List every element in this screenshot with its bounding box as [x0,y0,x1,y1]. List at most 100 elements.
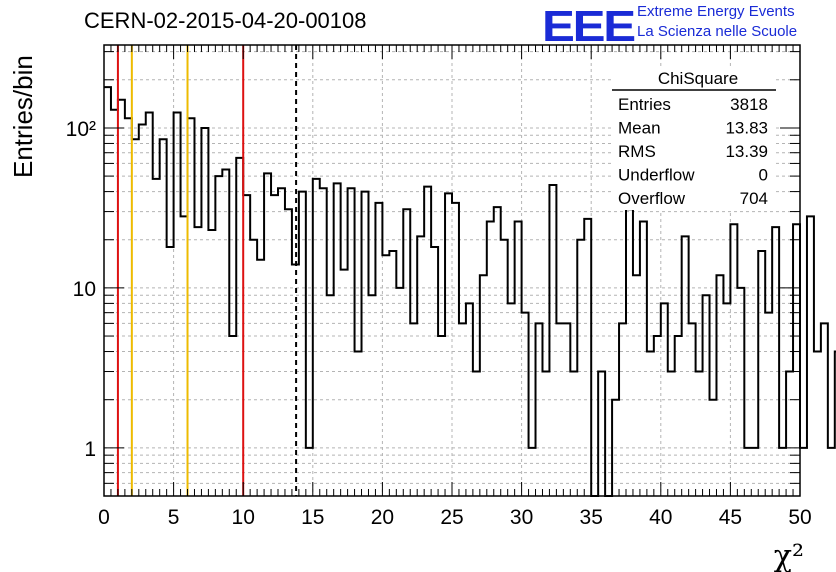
histogram-bin [208,230,215,496]
histogram-bin [800,448,807,496]
histogram-bin [236,158,243,496]
histogram-bin [633,275,640,496]
histogram-bin [682,236,689,496]
histogram-bin [118,100,125,496]
histogram-bin [132,139,139,496]
axes-layer: 0 5 10 15 20 25 30 35 40 45 50 1 10 10² [66,44,812,529]
stats-title: ChiSquare [658,69,738,88]
histogram-bin [515,222,522,496]
histogram-bin [215,176,222,496]
histogram-bin [396,288,403,496]
histogram-bin [181,216,188,496]
histogram-bin [431,247,438,496]
histogram-bin [466,303,473,496]
histogram-bin [772,227,779,496]
histogram-bin [334,183,341,496]
histogram-bin [299,192,306,496]
histogram-bin [480,275,487,496]
histogram-bin [320,188,327,496]
org-line-2: La Scienza nelle Scuole [637,23,798,40]
histogram-bin [751,448,758,496]
histogram-bin [362,192,369,496]
histogram-bin [556,323,563,496]
histogram-bin [570,372,577,496]
histogram-bin [612,400,619,496]
histogram-bin [647,352,654,496]
histogram-bin [542,372,549,496]
histogram-bin [563,323,570,496]
stats-row-label: Underflow [618,166,695,185]
histogram-bin [410,323,417,496]
histogram-bin [403,209,410,496]
histogram-bin [577,240,584,496]
x-tick-label: 10 [232,506,255,529]
histogram-bin [807,216,814,496]
y-tick-label: 10 [73,278,96,301]
histogram-bin [710,400,717,496]
y-tick-label: 10² [66,118,96,141]
histogram-bin [146,112,153,496]
histogram-bin [661,303,668,496]
histogram-bin [779,448,786,496]
x-tick-label: 25 [440,506,463,529]
x-tick-label: 15 [301,506,324,529]
x-tick-label: 45 [719,506,742,529]
stats-row-label: RMS [618,142,656,161]
histogram-bin [689,323,696,496]
histogram-bin [341,270,348,496]
stats-row-value: 3818 [730,95,768,114]
histogram-bin [536,323,543,496]
histogram-bin [348,188,355,496]
histogram-bin [111,110,118,496]
histogram-bin [375,203,382,496]
histogram-bin [675,336,682,496]
histogram-bin [744,448,751,496]
x-tick-label: 20 [371,506,394,529]
histogram-bin [445,193,452,496]
histogram-bin [285,209,292,496]
histogram-bin [368,295,375,496]
stats-box: ChiSquare Entries 3818 Mean 13.83 RMS 13.39 Und… [612,66,776,210]
x-tick-label: 5 [168,506,180,529]
org-line-1: Extreme Energy Events [637,3,795,20]
histogram-bin [723,303,730,496]
histogram-bin [229,336,236,496]
histogram-bin [487,222,494,496]
histogram-bin [201,128,208,496]
histogram-bin [278,188,285,496]
histogram-bin [139,125,146,496]
histogram-bin [501,240,508,496]
stats-row-value: 0 [759,166,768,185]
stats-row-value: 13.83 [725,119,768,138]
y-tick-label: 1 [84,438,96,461]
histogram-bin [194,227,201,496]
stats-row-label: Mean [618,119,661,138]
histogram-bin [257,260,264,496]
histogram-bin [438,336,445,496]
histogram-bin [473,372,480,496]
histogram-bin [828,448,835,496]
grid-layer [104,45,800,496]
histogram-bin [188,118,195,496]
histogram-bin [814,352,821,496]
histogram-bin [160,139,167,496]
histogram-bin [598,372,605,496]
histogram-bin [250,240,257,496]
histogram-bin [730,224,737,496]
histogram-bin [765,313,772,496]
histogram-layer [104,86,836,497]
histogram-bin [355,352,362,496]
histogram-bin [104,87,111,496]
histogram-bin [264,173,271,496]
histogram-bin [737,288,744,496]
stats-row-label: Overflow [618,189,686,208]
histogram-outline [104,86,836,497]
stats-row-value: 704 [740,189,768,208]
histogram-bin [424,187,431,496]
histogram-bin [786,372,793,496]
histogram-bin [696,372,703,496]
x-tick-label: 40 [649,506,672,529]
histogram-bin [529,448,536,496]
histogram-bin [417,236,424,496]
